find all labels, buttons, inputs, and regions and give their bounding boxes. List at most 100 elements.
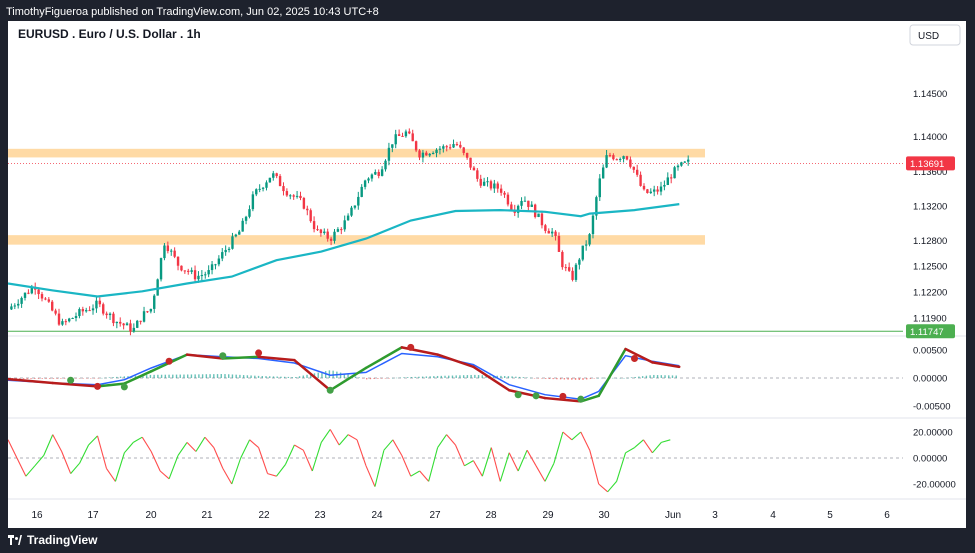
macd-histogram-bar	[187, 374, 189, 378]
oscillator-segment	[52, 434, 63, 452]
macd-cross-dot	[165, 357, 173, 365]
x-axis-tick: 21	[201, 510, 213, 521]
macd-histogram-bar	[145, 375, 148, 378]
chart-area[interactable]: EURUSD . Euro / U.S. Dollar . 1h USD 1.1…	[8, 21, 966, 528]
candle-body	[465, 152, 469, 158]
macd-histogram-bar	[317, 372, 319, 378]
oscillator-segment	[598, 483, 609, 493]
macd-histogram-bar	[582, 378, 584, 380]
macd-histogram-bar	[675, 375, 677, 378]
candle-body	[241, 220, 244, 232]
macd-histogram-bar	[395, 377, 398, 379]
macd-histogram-bar	[205, 374, 208, 378]
macd-signal-segment	[624, 347, 654, 364]
candle-body	[608, 155, 612, 157]
candle-body	[57, 313, 61, 325]
candle-body	[10, 306, 13, 310]
candle-body	[261, 187, 265, 189]
oscillator-segment	[499, 452, 510, 482]
candle-body	[530, 204, 533, 207]
macd-histogram-bar	[641, 376, 644, 378]
price-axis-tick: 1.12500	[913, 262, 947, 273]
candle-body	[414, 141, 418, 151]
macd-histogram-bar	[567, 378, 569, 380]
macd-histogram-bar	[440, 375, 442, 378]
macd-histogram-bar	[474, 374, 476, 378]
price-axis-tick: 1.11900	[913, 314, 947, 325]
macd-histogram-bar	[22, 378, 25, 379]
candle-body	[217, 258, 221, 265]
oscillator-segment	[159, 470, 170, 480]
oscillator-segment	[141, 436, 152, 452]
candle-body	[435, 149, 438, 154]
macd-histogram-bar	[455, 375, 457, 378]
macd-axis-tick: -0.00500	[913, 401, 951, 412]
macd-cross-dot	[514, 391, 522, 399]
candle-body	[496, 183, 499, 189]
candle-body	[343, 220, 346, 230]
oscillator-segment	[213, 447, 224, 469]
currency-button[interactable]: USD	[909, 24, 961, 46]
macd-cross-dot	[120, 383, 128, 391]
macd-signal-segment	[597, 347, 627, 398]
candle-body	[336, 229, 340, 232]
candle-body	[197, 275, 200, 280]
oscillator-segment	[302, 449, 313, 472]
candle-body	[309, 210, 312, 222]
candle-body	[418, 150, 421, 158]
candle-body	[176, 256, 180, 266]
candle-body	[567, 267, 571, 271]
candle-body	[452, 144, 455, 148]
candle-body	[462, 147, 465, 153]
macd-histogram-bar	[235, 374, 237, 378]
price-axis-tick: 1.12200	[913, 288, 947, 299]
macd-histogram-bar	[407, 377, 409, 378]
oscillator-segment	[96, 435, 107, 469]
oscillator-segment	[607, 481, 618, 493]
x-axis-tick: 29	[542, 510, 554, 521]
candle-body	[265, 182, 268, 188]
macd-histogram-bar	[373, 378, 375, 379]
macd-histogram-bar	[623, 377, 625, 379]
candle-body	[377, 171, 380, 176]
macd-histogram-bar	[604, 377, 607, 379]
candle-body	[618, 158, 622, 160]
candle-body	[68, 318, 71, 322]
macd-histogram-bar	[649, 375, 651, 378]
macd-histogram-bar	[134, 375, 137, 378]
candle-body	[564, 267, 567, 269]
macd-histogram-bar	[19, 378, 21, 379]
macd-histogram-bar	[380, 378, 383, 379]
macd-histogram-bar	[541, 378, 543, 379]
candle-body	[51, 301, 54, 311]
candle-body	[550, 231, 554, 234]
macd-histogram-bar	[108, 377, 111, 378]
oscillator-segment	[177, 442, 188, 456]
chart-svg[interactable]: EURUSD . Euro / U.S. Dollar . 1h USD 1.1…	[8, 21, 966, 528]
current-price-label: 1.13691	[910, 159, 944, 170]
macd-histogram-bar	[49, 378, 51, 379]
candle-body	[319, 229, 323, 234]
macd-histogram-bar	[26, 378, 29, 379]
candle-body	[455, 144, 459, 146]
oscillator-segment	[79, 444, 90, 464]
oscillator-segment	[320, 429, 331, 443]
macd-histogram-bar	[451, 375, 454, 378]
support-zone	[8, 235, 705, 245]
macd-signal-segment	[436, 353, 475, 369]
macd-histogram-bar	[224, 374, 226, 378]
candle-body	[612, 155, 615, 160]
candle-body	[646, 189, 649, 193]
macd-cross-dot	[407, 343, 415, 351]
macd-histogram-bar	[265, 376, 267, 378]
candle-body	[125, 323, 129, 326]
macd-histogram-bar	[153, 374, 155, 378]
macd-histogram-bar	[533, 378, 536, 379]
candle-body	[503, 192, 506, 195]
oscillator-segment	[195, 436, 206, 452]
chart-title: EURUSD . Euro / U.S. Dollar . 1h	[18, 27, 201, 41]
candle-body	[27, 292, 30, 294]
x-axis-tick: 27	[429, 510, 441, 521]
oscillator-segment	[517, 449, 528, 472]
oscillator-segment	[419, 470, 430, 482]
